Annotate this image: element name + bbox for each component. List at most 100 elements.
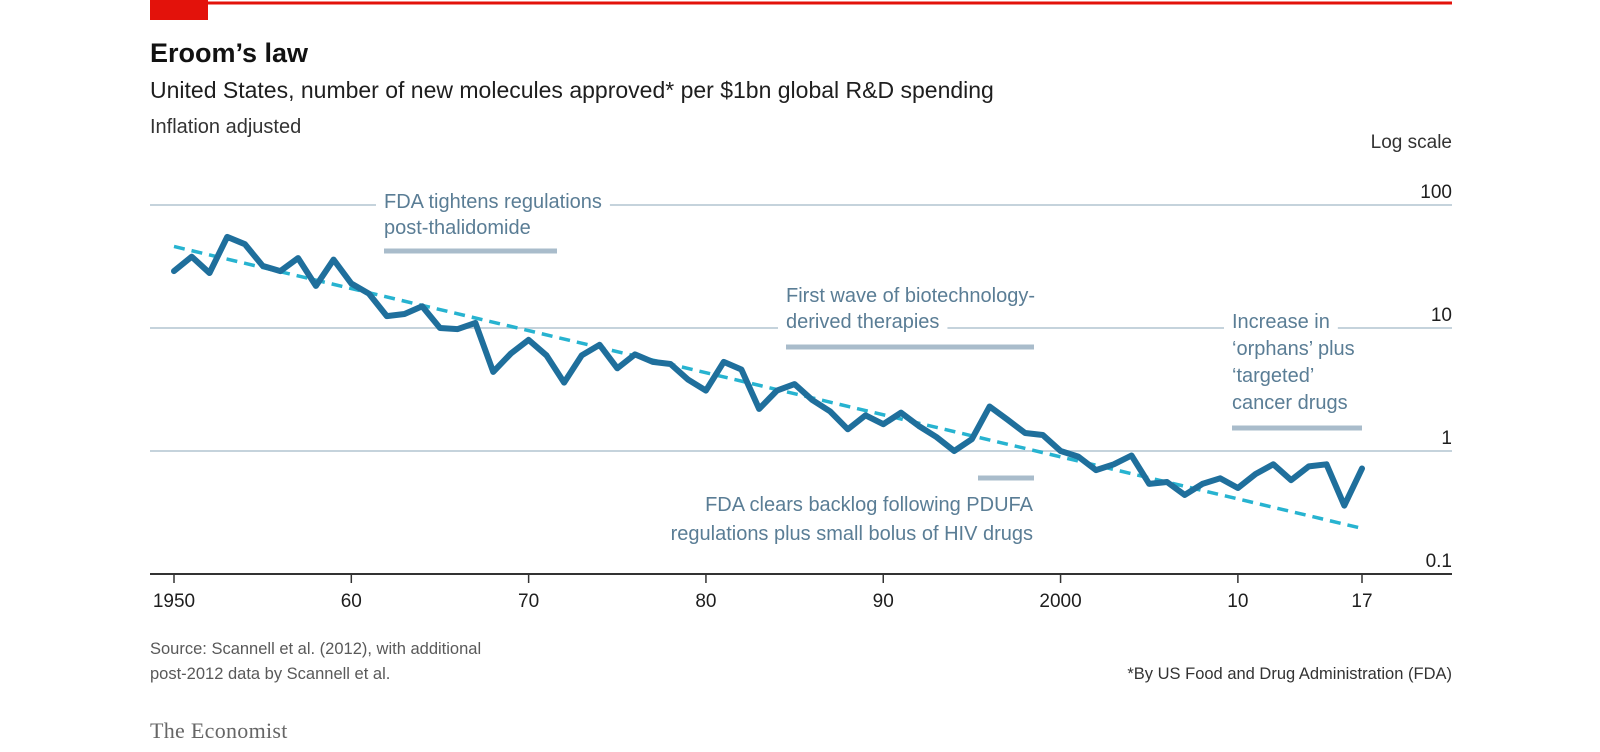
y-tick-label: 1 xyxy=(1441,428,1452,449)
data-point xyxy=(774,388,780,394)
data-point xyxy=(313,283,319,289)
data-point xyxy=(1199,481,1205,487)
data-point xyxy=(171,268,177,274)
data-point xyxy=(1040,432,1046,438)
data-point xyxy=(951,448,957,454)
data-point xyxy=(863,412,869,418)
data-point xyxy=(1075,454,1081,460)
data-point xyxy=(756,406,762,412)
data-point xyxy=(667,361,673,367)
data-point xyxy=(1182,492,1188,498)
data-point xyxy=(738,366,744,372)
data-point xyxy=(561,380,567,386)
data-point xyxy=(1217,475,1223,481)
data-point xyxy=(827,408,833,414)
annotation-knockout xyxy=(697,493,1042,517)
annotation-text-fda-thalidomide: FDA tightens regulations xyxy=(384,191,602,213)
data-point xyxy=(614,365,620,371)
data-point xyxy=(490,369,496,375)
annotation-text-orphans: cancer drugs xyxy=(1232,392,1348,414)
x-tick-label: 1950 xyxy=(153,591,195,612)
data-point xyxy=(579,352,585,358)
data-point xyxy=(845,426,851,432)
data-point xyxy=(650,359,656,365)
data-point xyxy=(1306,463,1312,469)
annotation-text-orphans: Increase in xyxy=(1232,311,1330,333)
data-point xyxy=(295,255,301,261)
annotation-text-orphans: ‘targeted’ xyxy=(1232,365,1314,387)
y-tick-label: 100 xyxy=(1420,182,1452,203)
data-point xyxy=(1324,461,1330,467)
data-point xyxy=(1022,430,1028,436)
annotation-knockout xyxy=(1224,310,1338,334)
data-point xyxy=(277,268,283,274)
data-point xyxy=(987,404,993,410)
annotation-text-biotech-wave: First wave of biotechnology- xyxy=(786,285,1035,307)
data-point xyxy=(260,263,266,269)
annotation-knockout xyxy=(376,216,539,240)
chart-subtitle: United States, number of new molecules a… xyxy=(150,77,994,103)
data-point xyxy=(402,311,408,317)
data-point xyxy=(1270,461,1276,467)
data-point xyxy=(508,351,514,357)
data-point xyxy=(472,320,478,326)
data-point xyxy=(632,351,638,357)
annotation-knockout xyxy=(778,284,1044,308)
annotation-knockout xyxy=(1224,364,1323,388)
accent-bar xyxy=(150,0,208,20)
data-point xyxy=(1004,417,1010,423)
data-point xyxy=(384,313,390,319)
data-point xyxy=(437,325,443,331)
data-point xyxy=(1111,461,1117,467)
x-axis: 1950 60 70 80 90 2000 10 17 xyxy=(150,573,1452,612)
x-tick-label: 80 xyxy=(695,591,716,612)
data-point xyxy=(1253,471,1259,477)
y-tick-label: 0.1 xyxy=(1426,551,1452,572)
log-scale-note: Log scale xyxy=(1371,132,1452,153)
data-point xyxy=(1093,467,1099,473)
data-point xyxy=(809,397,815,403)
data-point xyxy=(969,436,975,442)
y-tick-label: 10 xyxy=(1431,305,1452,326)
series xyxy=(171,233,1365,531)
annotation-text-orphans: ‘orphans’ plus xyxy=(1232,338,1355,360)
annotation-knockout xyxy=(376,190,610,214)
data-point xyxy=(366,291,372,297)
data-point xyxy=(1128,452,1134,458)
data-point xyxy=(242,241,248,247)
data-point xyxy=(189,254,195,260)
x-tick-label: 60 xyxy=(341,591,362,612)
data-point xyxy=(721,359,727,365)
annotations: FDA tightens regulations post-thalidomide… xyxy=(376,190,1363,546)
x-tick-label: 10 xyxy=(1227,591,1248,612)
data-point xyxy=(703,388,709,394)
brand-logo-text: The Economist xyxy=(150,718,288,743)
source-line-2: post-2012 data by Scannell et al. xyxy=(150,665,390,683)
annotation-text-pdufa: regulations plus small bolus of HIV drug… xyxy=(671,523,1033,545)
data-point xyxy=(685,377,691,383)
data-point xyxy=(792,381,798,387)
data-point xyxy=(224,234,230,240)
data-point xyxy=(1359,466,1365,472)
data-point xyxy=(1146,481,1152,487)
annotation-text-biotech-wave: derived therapies xyxy=(786,311,939,333)
data-point xyxy=(331,257,337,263)
x-tick-label: 70 xyxy=(518,591,539,612)
trend-line xyxy=(173,244,1363,531)
data-point xyxy=(880,421,886,427)
data-point xyxy=(933,434,939,440)
x-tick-label: 2000 xyxy=(1039,591,1081,612)
data-point xyxy=(1164,479,1170,485)
chart-subtitle-inflation: Inflation adjusted xyxy=(150,116,301,138)
annotation-text-pdufa: FDA clears backlog following PDUFA xyxy=(705,494,1034,516)
data-point xyxy=(348,281,354,287)
x-tick-label: 17 xyxy=(1351,591,1372,612)
data-point xyxy=(1288,477,1294,483)
data-point xyxy=(597,342,603,348)
annotation-knockout xyxy=(662,522,1041,546)
data-point xyxy=(916,423,922,429)
source-line-1: Source: Scannell et al. (2012), with add… xyxy=(150,640,481,658)
approvals-line xyxy=(171,233,1365,509)
data-point xyxy=(206,270,212,276)
